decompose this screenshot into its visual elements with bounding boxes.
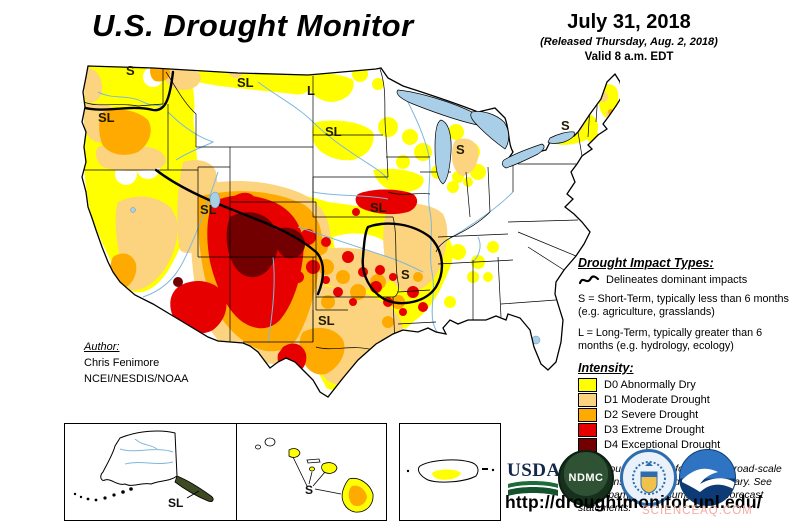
droughtmonitor-url-link[interactable]: http://droughtmonitor.unl.edu/: [505, 492, 762, 512]
d4-label: D4 Exceptional Drought: [604, 438, 721, 451]
label-new-york: S: [561, 118, 570, 133]
label-oregon: SL: [98, 110, 115, 125]
d1-label: D1 Moderate Drought: [604, 393, 710, 406]
impact-labels: S SL SL L SL SL SL S SL S S: [98, 63, 570, 328]
great-lakes: [396, 89, 575, 185]
lake-huron: [470, 111, 509, 150]
island-oahu: [288, 448, 301, 458]
puerto-rico-inset: [399, 423, 501, 521]
d0-label: D0 Abnormally Dry: [604, 378, 696, 391]
legend-row-d4: D4 Exceptional Drought: [578, 437, 796, 452]
conus-drought-map: S SL SL L SL SL SL S SL S S: [81, 63, 620, 398]
label-north-missouri: SL: [370, 200, 387, 215]
d1-color-chip: [578, 392, 597, 407]
island-molokai: [306, 458, 321, 464]
island-maui: [321, 462, 338, 474]
watermark: SCIENCEAQ.COM: [642, 505, 753, 517]
state-borders: [83, 68, 599, 388]
author-name: Chris Fenimore: [84, 356, 160, 369]
d4-exceptional-drought-areas: [173, 212, 306, 287]
label-north-dakota: L: [307, 83, 315, 98]
d2-label: D2 Severe Drought: [604, 408, 699, 421]
d0-color-chip: [578, 377, 597, 392]
alaska-label-pointer: [186, 490, 200, 499]
rivers: [97, 81, 514, 343]
alaska-outline: [100, 430, 178, 486]
puerto-rico-d0-area: [432, 469, 461, 480]
commerce-seal-logo: [620, 449, 677, 506]
hawaii-inset: S: [236, 423, 387, 521]
legend-row-d2: D2 Severe Drought: [578, 407, 796, 422]
valid-time: Valid 8 a.m. EDT: [584, 51, 674, 63]
label-montana: SL: [237, 75, 254, 90]
release-date: (Released Thursday, Aug. 2, 2018): [540, 36, 718, 48]
us-outline-stroke: [81, 65, 620, 398]
map-date: July 31, 2018: [567, 11, 691, 33]
d3-label: D3 Extreme Drought: [604, 423, 705, 436]
island-niihau: [255, 444, 261, 450]
outlying-islets: [406, 468, 495, 473]
label-four-corners: SL: [200, 202, 217, 217]
noaa-logo: [679, 449, 736, 506]
legend-row-d0: D0 Abnormally Dry: [578, 377, 796, 392]
delineates-text: Delineates dominant impacts: [606, 274, 748, 286]
d2-color-chip: [578, 407, 597, 422]
author-block: Author: Chris Fenimore NCEI/NESDIS/NOAA: [84, 340, 189, 388]
label-missouri-arkansas: S: [401, 267, 410, 282]
alaska-panhandle: [174, 475, 214, 502]
long-term-definition: L = Long-Term, typically greater than 6 …: [578, 326, 763, 353]
date-block: July 31, 2018 (Released Thursday, Aug. 2…: [498, 11, 760, 63]
alaska-inset: SL: [64, 423, 240, 521]
hawaii-label-pointers: [292, 456, 342, 495]
commerce-shield-icon: [631, 460, 666, 495]
squiggle-line-icon: [578, 275, 600, 285]
ndmc-logo: NDMC: [558, 450, 614, 506]
lake-michigan: [434, 119, 452, 185]
alaska-rivers: [119, 438, 174, 465]
author-org: NCEI/NESDIS/NOAA: [84, 372, 189, 385]
label-michigan: S: [456, 142, 465, 157]
short-term-definition: S = Short-Term, typically less than 6 mo…: [578, 293, 789, 319]
big-island-d2-core: [348, 485, 367, 507]
impact-types-heading: Drought Impact Types:: [578, 256, 714, 270]
label-washington: S: [126, 63, 135, 78]
aleutian-islands: [73, 487, 133, 502]
label-texas: SL: [318, 313, 335, 328]
usda-swoosh: [508, 481, 558, 496]
legend-row-d3: D3 Extreme Drought: [578, 422, 796, 437]
usda-logo: USDA: [507, 461, 560, 501]
d3-color-chip: [578, 422, 597, 437]
legend-row-d1: D1 Moderate Drought: [578, 392, 796, 407]
small-lakes: [130, 191, 541, 345]
author-heading: Author:: [84, 341, 120, 353]
lake-erie: [501, 143, 545, 169]
hawaii-impact-label: S: [305, 483, 313, 497]
label-south-dakota: SL: [325, 124, 342, 139]
island-kauai: [264, 437, 276, 447]
lake-ontario: [547, 131, 575, 144]
island-lanai: [309, 466, 315, 472]
noaa-seagull-icon: [682, 468, 735, 492]
impact-delineation-lines: [82, 70, 444, 305]
intensity-heading: Intensity:: [578, 360, 634, 375]
page-title: U.S. Drought Monitor: [92, 8, 414, 43]
alaska-impact-label: SL: [168, 496, 183, 510]
